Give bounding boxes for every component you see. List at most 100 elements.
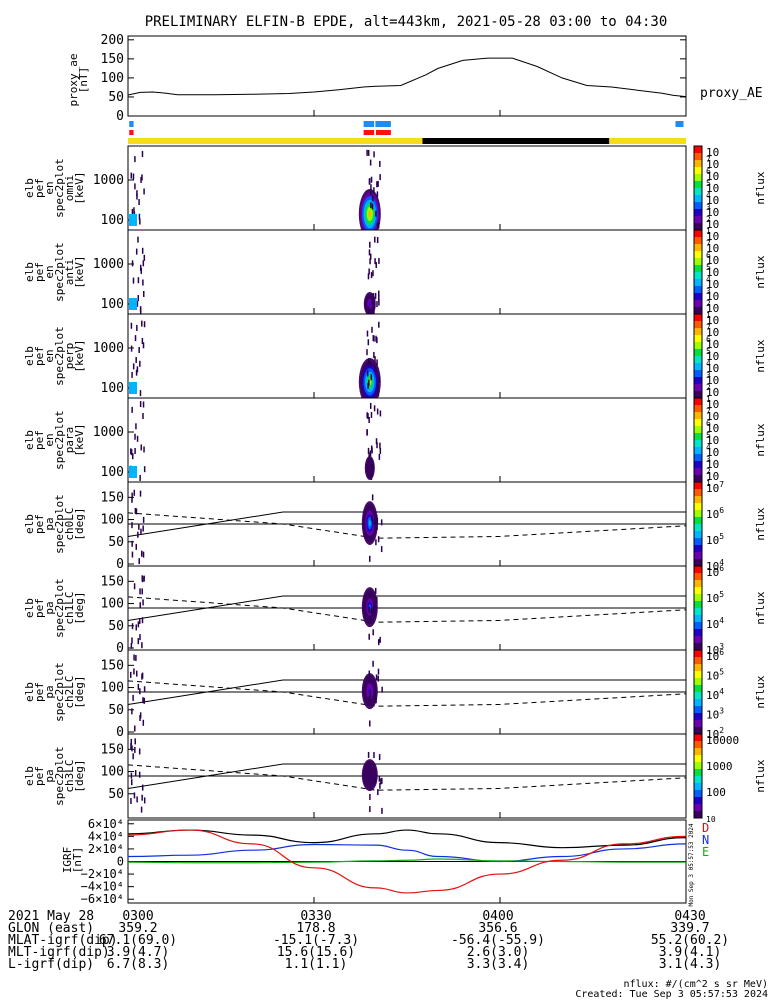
spec-left-speckle: [141, 337, 144, 344]
spec-event-speckle: [373, 335, 375, 342]
pa-event-speckle: [378, 754, 381, 761]
footer-row-value: 15.6(15.6): [277, 945, 355, 960]
spec-event-speckle: [366, 349, 368, 356]
pa-ylabel-line-4: ch3LC: [63, 759, 76, 792]
spec-colorbar-seg: [694, 401, 702, 406]
pa-left-speckle: [142, 719, 145, 726]
spec-ylabel-line-2: en: [43, 181, 56, 194]
spec-left-speckle: [133, 207, 135, 214]
spec-colorbar-seg: [694, 216, 702, 220]
spec-event-speckle: [368, 452, 370, 459]
pa-panel-0: 150100500elbpefpaspec2plotch0LC[deg]1071…: [23, 480, 767, 573]
pa-colorbar-seg: [694, 643, 702, 647]
spec-event-speckle: [366, 412, 368, 419]
spec-colorbar-seg: [694, 478, 702, 483]
pa-colorbar-seg: [694, 520, 702, 525]
spec-event-speckle: [377, 180, 379, 187]
spec-colorbar-seg: [694, 146, 702, 150]
pa-left-speckle: [140, 528, 142, 535]
footer-row-label: MLAT-igrf(dip): [8, 933, 118, 948]
pa-ylabel-line-3: spec2plot: [53, 494, 66, 554]
pa-event-speckle: [369, 806, 371, 813]
pa-ylabel-line-4: ch0LC: [63, 507, 76, 540]
spec-event-speckle: [371, 463, 374, 470]
spec-colorbar-seg: [694, 167, 702, 171]
spec-colorbar-label: 10: [706, 206, 719, 219]
spec-event-speckle: [367, 339, 370, 346]
pa-colorbar-seg: [694, 765, 702, 770]
pa-loss-cone-solid: [127, 595, 686, 621]
pa-event-speckle: [371, 515, 373, 522]
pa-colorbar-seg: [694, 531, 702, 535]
spec-colorbar-seg: [694, 373, 702, 378]
spec-event-speckle: [371, 447, 373, 454]
spec-colorbar-seg: [694, 345, 702, 350]
pa-colorbar-seg: [694, 807, 702, 812]
spec-colorbar-label: 7: [706, 239, 711, 248]
spec-event-speckle: [375, 262, 377, 269]
pa-left-speckle: [138, 523, 140, 530]
spec-colorbar-seg: [694, 422, 702, 427]
pa-loss-cone-dashed: [127, 512, 687, 539]
spec-left-speckle: [142, 260, 145, 267]
pa-event-speckle: [374, 587, 377, 594]
spec-colorbar-seg: [694, 198, 702, 203]
spec-ytick-label: 100: [101, 297, 124, 312]
pa-ylabel-line-5: [deg]: [73, 591, 86, 624]
pa-colorbar-seg: [694, 709, 702, 714]
pa-left-speckle: [142, 697, 144, 704]
pa-colorbar-seg: [694, 688, 702, 693]
spec-event-speckle: [379, 160, 381, 167]
spec-left-speckle: [141, 150, 144, 157]
pa-left-speckle: [131, 708, 133, 715]
pa-event-speckle: [372, 607, 374, 614]
spec-ylabel-line-4: anti: [63, 259, 76, 286]
spec-left-speckle: [134, 433, 136, 440]
pa-colorbar-seg: [694, 552, 702, 556]
pa-event-speckle: [381, 686, 383, 693]
footer-row-label: 2021 May 28: [8, 909, 94, 924]
spec-event-speckle: [369, 450, 372, 457]
pa-event-speckle: [370, 608, 373, 615]
pa-left-speckle: [142, 525, 144, 532]
spec-event-speckle: [374, 258, 376, 265]
pa-colorbar-seg: [694, 499, 702, 504]
spec-event-speckle: [370, 272, 373, 279]
units-note: nflux: #/(cm^2 s sr MeV): [624, 979, 769, 990]
pitch-angle-panels: 150100500elbpefpaspec2plotch0LC[deg]1071…: [23, 480, 767, 824]
pa-ytick-label: 100: [101, 765, 124, 780]
spec-colorbar-seg: [694, 296, 702, 301]
blue-marker: [129, 121, 134, 127]
pa-event-speckle: [372, 660, 374, 667]
spec-colorbar-seg: [694, 450, 702, 455]
pa-colorbar-seg: [694, 513, 702, 518]
spec-event-speckle: [369, 253, 372, 260]
spec-colorbar-label: 10: [706, 362, 719, 375]
spec-colorbar-seg: [694, 149, 702, 154]
spec-colorbar-seg: [694, 377, 702, 381]
pa-ylabel-line-5: [deg]: [73, 507, 86, 540]
pa-left-speckle: [130, 742, 132, 749]
footer-row-value: 3.9(4.1): [659, 945, 722, 960]
spec-colorbar-seg: [694, 286, 702, 290]
spec-frame: [127, 229, 687, 315]
pa-loss-cone-dashed: [127, 596, 687, 623]
pa-left-speckle: [131, 522, 133, 529]
proxy-ae-ytick-label: 150: [101, 52, 124, 67]
pa-left-speckle: [133, 792, 136, 799]
spec-event-speckle: [377, 222, 380, 229]
spec-colorbar-label: 10: [706, 458, 719, 471]
footer-row-value: 1.1(1.1): [285, 957, 348, 972]
pa-colorbar-label: 103: [706, 707, 724, 722]
pa-colorbar-seg: [694, 772, 702, 777]
pa-colorbar-seg: [694, 699, 702, 703]
pa-colorbar-seg: [694, 566, 702, 570]
pa-event-speckle: [374, 777, 376, 784]
spec-colorbar-seg: [694, 475, 702, 479]
spec-panel-2: 1000100elbpefenspec2plotperp[keV]1071061…: [23, 313, 767, 406]
pa-colorbar-seg: [694, 786, 702, 791]
spec-event-speckle: [375, 210, 377, 217]
spec-left-speckle: [134, 335, 137, 342]
pa-left-speckle: [141, 794, 143, 801]
